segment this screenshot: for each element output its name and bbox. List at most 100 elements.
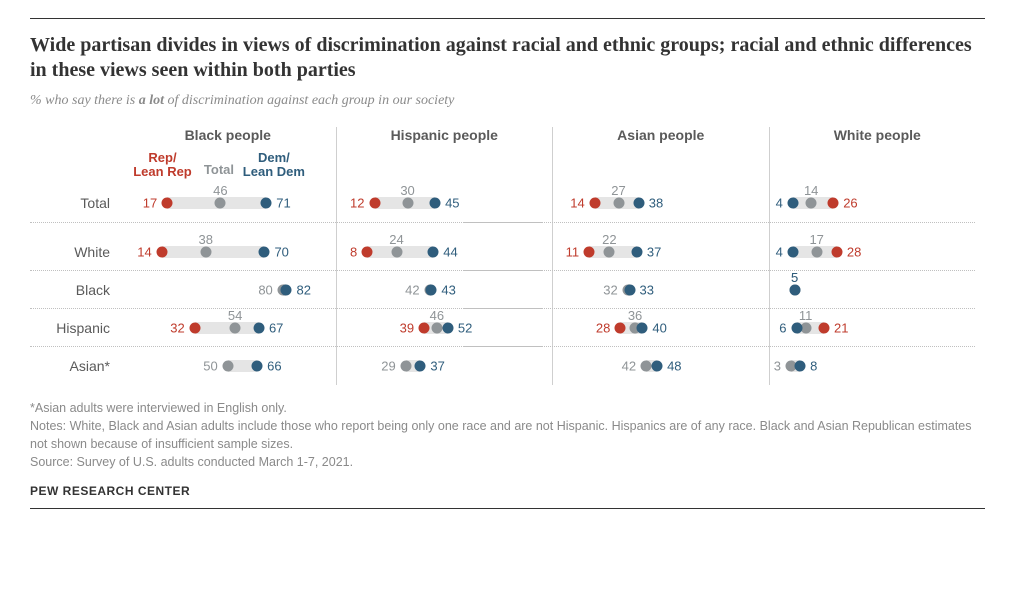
legend-row xyxy=(780,149,976,183)
total-dot xyxy=(806,198,817,209)
footnote-source: Source: Survey of U.S. adults conducted … xyxy=(30,453,985,471)
subtitle-bold: a lot xyxy=(139,93,164,108)
dem-value: 4 xyxy=(776,196,783,211)
track: 143870 xyxy=(136,246,320,258)
total-value: 11 xyxy=(799,308,813,323)
dem-value: 37 xyxy=(430,359,444,374)
footnote-asian: *Asian adults were interviewed in Englis… xyxy=(30,399,985,417)
data-row: 3233 xyxy=(563,271,759,309)
track: 28174 xyxy=(786,246,970,258)
total-dot xyxy=(222,361,233,372)
rep-dot xyxy=(589,198,600,209)
track: 394652 xyxy=(353,322,537,334)
data-row: 143870 xyxy=(130,233,326,271)
org-name: PEW RESEARCH CENTER xyxy=(30,484,985,498)
dem-value: 33 xyxy=(640,283,654,298)
data-row: 12 30 45 xyxy=(347,183,543,223)
data-row: 38 xyxy=(780,347,976,385)
dem-dot xyxy=(795,361,806,372)
dem-dot xyxy=(430,198,441,209)
dem-dot xyxy=(624,285,635,296)
total-value: 46 xyxy=(430,308,444,323)
rep-dot xyxy=(419,323,430,334)
track: 142738 xyxy=(569,197,753,209)
dem-value: 70 xyxy=(274,245,288,260)
rep-value: 14 xyxy=(570,196,584,211)
range-bar xyxy=(162,246,265,258)
rep-value: 11 xyxy=(566,245,580,260)
total-value: 50 xyxy=(203,359,217,374)
total-value: 80 xyxy=(258,283,272,298)
legend-total: Total xyxy=(204,163,234,177)
total-value: 22 xyxy=(602,232,616,247)
data-row: 29 37 xyxy=(347,347,543,385)
data-row: 80 82 xyxy=(130,271,326,309)
dem-value: 52 xyxy=(458,321,472,336)
total-dot xyxy=(431,323,442,334)
row-label-black: Black xyxy=(30,271,120,309)
footnote-notes: Notes: White, Black and Asian adults inc… xyxy=(30,417,985,453)
data-row: 174671 xyxy=(130,183,326,223)
legend-row xyxy=(563,149,759,183)
rep-value: 17 xyxy=(143,196,157,211)
dem-value: 71 xyxy=(276,196,290,211)
track: 82444 xyxy=(353,246,537,258)
dem-dot xyxy=(791,323,802,334)
rep-value: 8 xyxy=(350,245,357,260)
dem-value: 67 xyxy=(269,321,283,336)
total-value: 29 xyxy=(381,359,395,374)
total-value: 38 xyxy=(198,232,212,247)
panel-header: Asian people xyxy=(563,127,759,149)
total-dot xyxy=(811,247,822,258)
dem-value: 43 xyxy=(441,283,455,298)
rep-dot xyxy=(189,323,200,334)
dem-value: 82 xyxy=(296,283,310,298)
track: 4243 xyxy=(353,284,537,296)
rep-dot xyxy=(584,247,595,258)
total-dot xyxy=(215,198,226,209)
rep-value: 39 xyxy=(400,321,414,336)
dem-value: 37 xyxy=(647,245,661,260)
legend-row xyxy=(347,149,543,183)
total-value: 17 xyxy=(809,232,823,247)
data-row: 8 24 44 xyxy=(347,233,543,271)
data-row: 283640 xyxy=(563,309,759,347)
range-bar xyxy=(195,322,259,334)
bottom-rule xyxy=(30,508,985,509)
total-value: 24 xyxy=(389,232,403,247)
track: 174671 xyxy=(136,197,320,209)
data-row: 4243 xyxy=(347,271,543,309)
track: 325467 xyxy=(136,322,320,334)
dem-dot xyxy=(652,361,663,372)
rep-value: 28 xyxy=(847,245,861,260)
total-dot xyxy=(230,323,241,334)
legend-row: Rep/ Lean RepTotalDem/ Lean Dem xyxy=(130,149,326,183)
track: 38 xyxy=(786,360,970,372)
total-dot xyxy=(613,198,624,209)
rep-value: 26 xyxy=(843,196,857,211)
dem-dot xyxy=(261,198,272,209)
total-dot xyxy=(200,247,211,258)
rep-dot xyxy=(615,323,626,334)
dem-dot xyxy=(426,285,437,296)
data-row: 11 22 37 xyxy=(563,233,759,271)
data-row: 5066 xyxy=(130,347,326,385)
footnotes: *Asian adults were interviewed in Englis… xyxy=(30,399,985,472)
total-value: 30 xyxy=(400,183,414,198)
legend-dem: Dem/ Lean Dem xyxy=(243,151,305,178)
dem-dot xyxy=(787,198,798,209)
dem-value: 45 xyxy=(445,196,459,211)
track: 55 xyxy=(786,284,970,296)
dem-value: 44 xyxy=(443,245,457,260)
rep-dot xyxy=(819,323,830,334)
total-value: 36 xyxy=(628,308,642,323)
rep-value: 12 xyxy=(350,196,364,211)
data-row: 26144 xyxy=(780,183,976,223)
track: 5066 xyxy=(136,360,320,372)
panel-header: Black people xyxy=(130,127,326,149)
dem-dot xyxy=(637,323,648,334)
panel-3: White people2614428174552111638 xyxy=(769,127,986,385)
dem-dot xyxy=(789,285,800,296)
total-value: 27 xyxy=(611,183,625,198)
rep-dot xyxy=(162,198,173,209)
